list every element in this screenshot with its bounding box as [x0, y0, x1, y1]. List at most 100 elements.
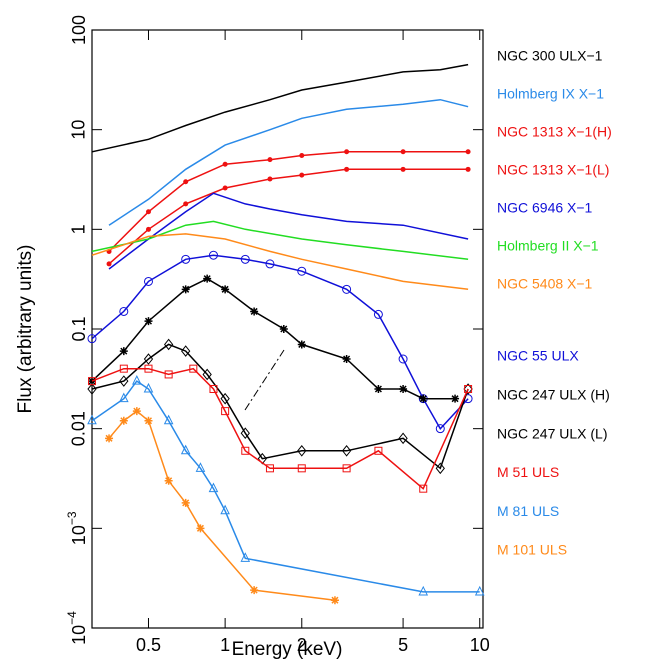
marker: [240, 552, 251, 562]
marker: [398, 432, 408, 445]
legend-label: NGC 1313 X−1(H): [497, 124, 612, 140]
marker: [344, 166, 350, 172]
marker: [87, 334, 97, 344]
marker: [209, 385, 218, 394]
marker: [144, 364, 153, 373]
series-line: [108, 168, 469, 265]
marker: [222, 161, 228, 167]
marker: [119, 375, 129, 387]
slope-guide: [244, 349, 285, 411]
marker: [220, 392, 230, 405]
marker: [143, 276, 153, 286]
x-tick-label: 10: [470, 635, 490, 655]
marker: [88, 377, 96, 386]
series-line: [91, 63, 469, 153]
legend-label: NGC 247 ULX (H): [497, 387, 610, 403]
marker: [374, 385, 383, 394]
marker: [145, 226, 151, 232]
legend-label: NGC 5408 X−1: [497, 276, 593, 292]
marker: [463, 383, 473, 395]
marker: [341, 444, 352, 457]
marker: [143, 382, 154, 393]
marker: [144, 416, 153, 425]
marker: [297, 444, 307, 457]
legend-label: Holmberg IX X−1: [497, 86, 604, 102]
marker: [144, 317, 153, 326]
marker: [181, 285, 190, 294]
marker: [297, 340, 306, 349]
x-tick-label: 0.5: [136, 635, 161, 655]
marker: [164, 338, 174, 351]
marker: [297, 266, 307, 276]
marker: [373, 309, 383, 319]
marker: [221, 407, 230, 416]
marker: [400, 166, 406, 172]
marker: [279, 325, 288, 333]
marker: [106, 261, 112, 267]
marker: [163, 414, 174, 425]
marker: [203, 274, 212, 283]
y-tick-label: 10−3: [65, 511, 89, 545]
marker: [299, 153, 305, 159]
legend-label: NGC 300 ULX−1: [497, 48, 603, 64]
marker: [342, 464, 351, 473]
marker: [241, 446, 250, 455]
marker: [87, 383, 97, 395]
series-line: [91, 343, 469, 470]
marker: [374, 446, 383, 455]
series-line: [108, 98, 469, 226]
y-tick-label: 10−4: [65, 611, 89, 645]
series-line: [91, 277, 456, 400]
y-tick-label: 100: [69, 15, 89, 45]
y-tick-label: 10: [69, 120, 89, 140]
legend-label: M 81 ULS: [497, 503, 559, 519]
series-line: [91, 367, 469, 490]
marker: [196, 524, 205, 533]
marker: [195, 462, 206, 472]
marker: [474, 585, 485, 596]
marker: [119, 306, 129, 316]
series-line: [91, 233, 469, 291]
marker: [132, 374, 142, 385]
marker: [88, 377, 96, 386]
marker: [183, 201, 189, 207]
marker: [164, 476, 173, 485]
marker: [299, 172, 305, 178]
x-tick-label: 5: [398, 635, 408, 655]
marker: [342, 284, 352, 294]
marker: [465, 166, 471, 172]
marker: [119, 347, 128, 356]
legend-label: NGC 1313 X−1(L): [497, 162, 609, 178]
marker: [419, 394, 428, 403]
marker: [87, 414, 97, 425]
legend-label: NGC 247 ULX (L): [497, 425, 607, 441]
marker: [399, 385, 408, 394]
y-tick-label: 1: [69, 224, 89, 234]
marker: [183, 179, 189, 185]
marker: [451, 394, 460, 403]
x-tick-label: 2: [297, 635, 307, 655]
marker: [119, 364, 128, 373]
legend-label: NGC 55 ULX: [497, 348, 579, 364]
marker: [265, 259, 275, 269]
legend-label: M 101 ULS: [497, 542, 567, 558]
x-tick-label: 1: [220, 635, 230, 655]
marker: [465, 149, 471, 155]
legend-label: M 51 ULS: [497, 464, 559, 480]
marker: [221, 285, 230, 294]
y-tick-label: 0.01: [69, 411, 89, 446]
marker: [202, 368, 212, 381]
marker: [419, 484, 428, 493]
marker: [181, 498, 190, 507]
marker: [208, 482, 219, 493]
marker: [267, 157, 273, 163]
series-line: [91, 220, 469, 261]
marker: [181, 345, 191, 357]
marker: [250, 307, 259, 316]
y-axis-label: Flux (arbitrary units): [15, 245, 36, 414]
marker: [119, 416, 128, 425]
marker: [240, 427, 250, 440]
marker: [105, 434, 114, 443]
marker: [189, 364, 198, 373]
legend-label: NGC 6946 X−1: [497, 200, 593, 216]
